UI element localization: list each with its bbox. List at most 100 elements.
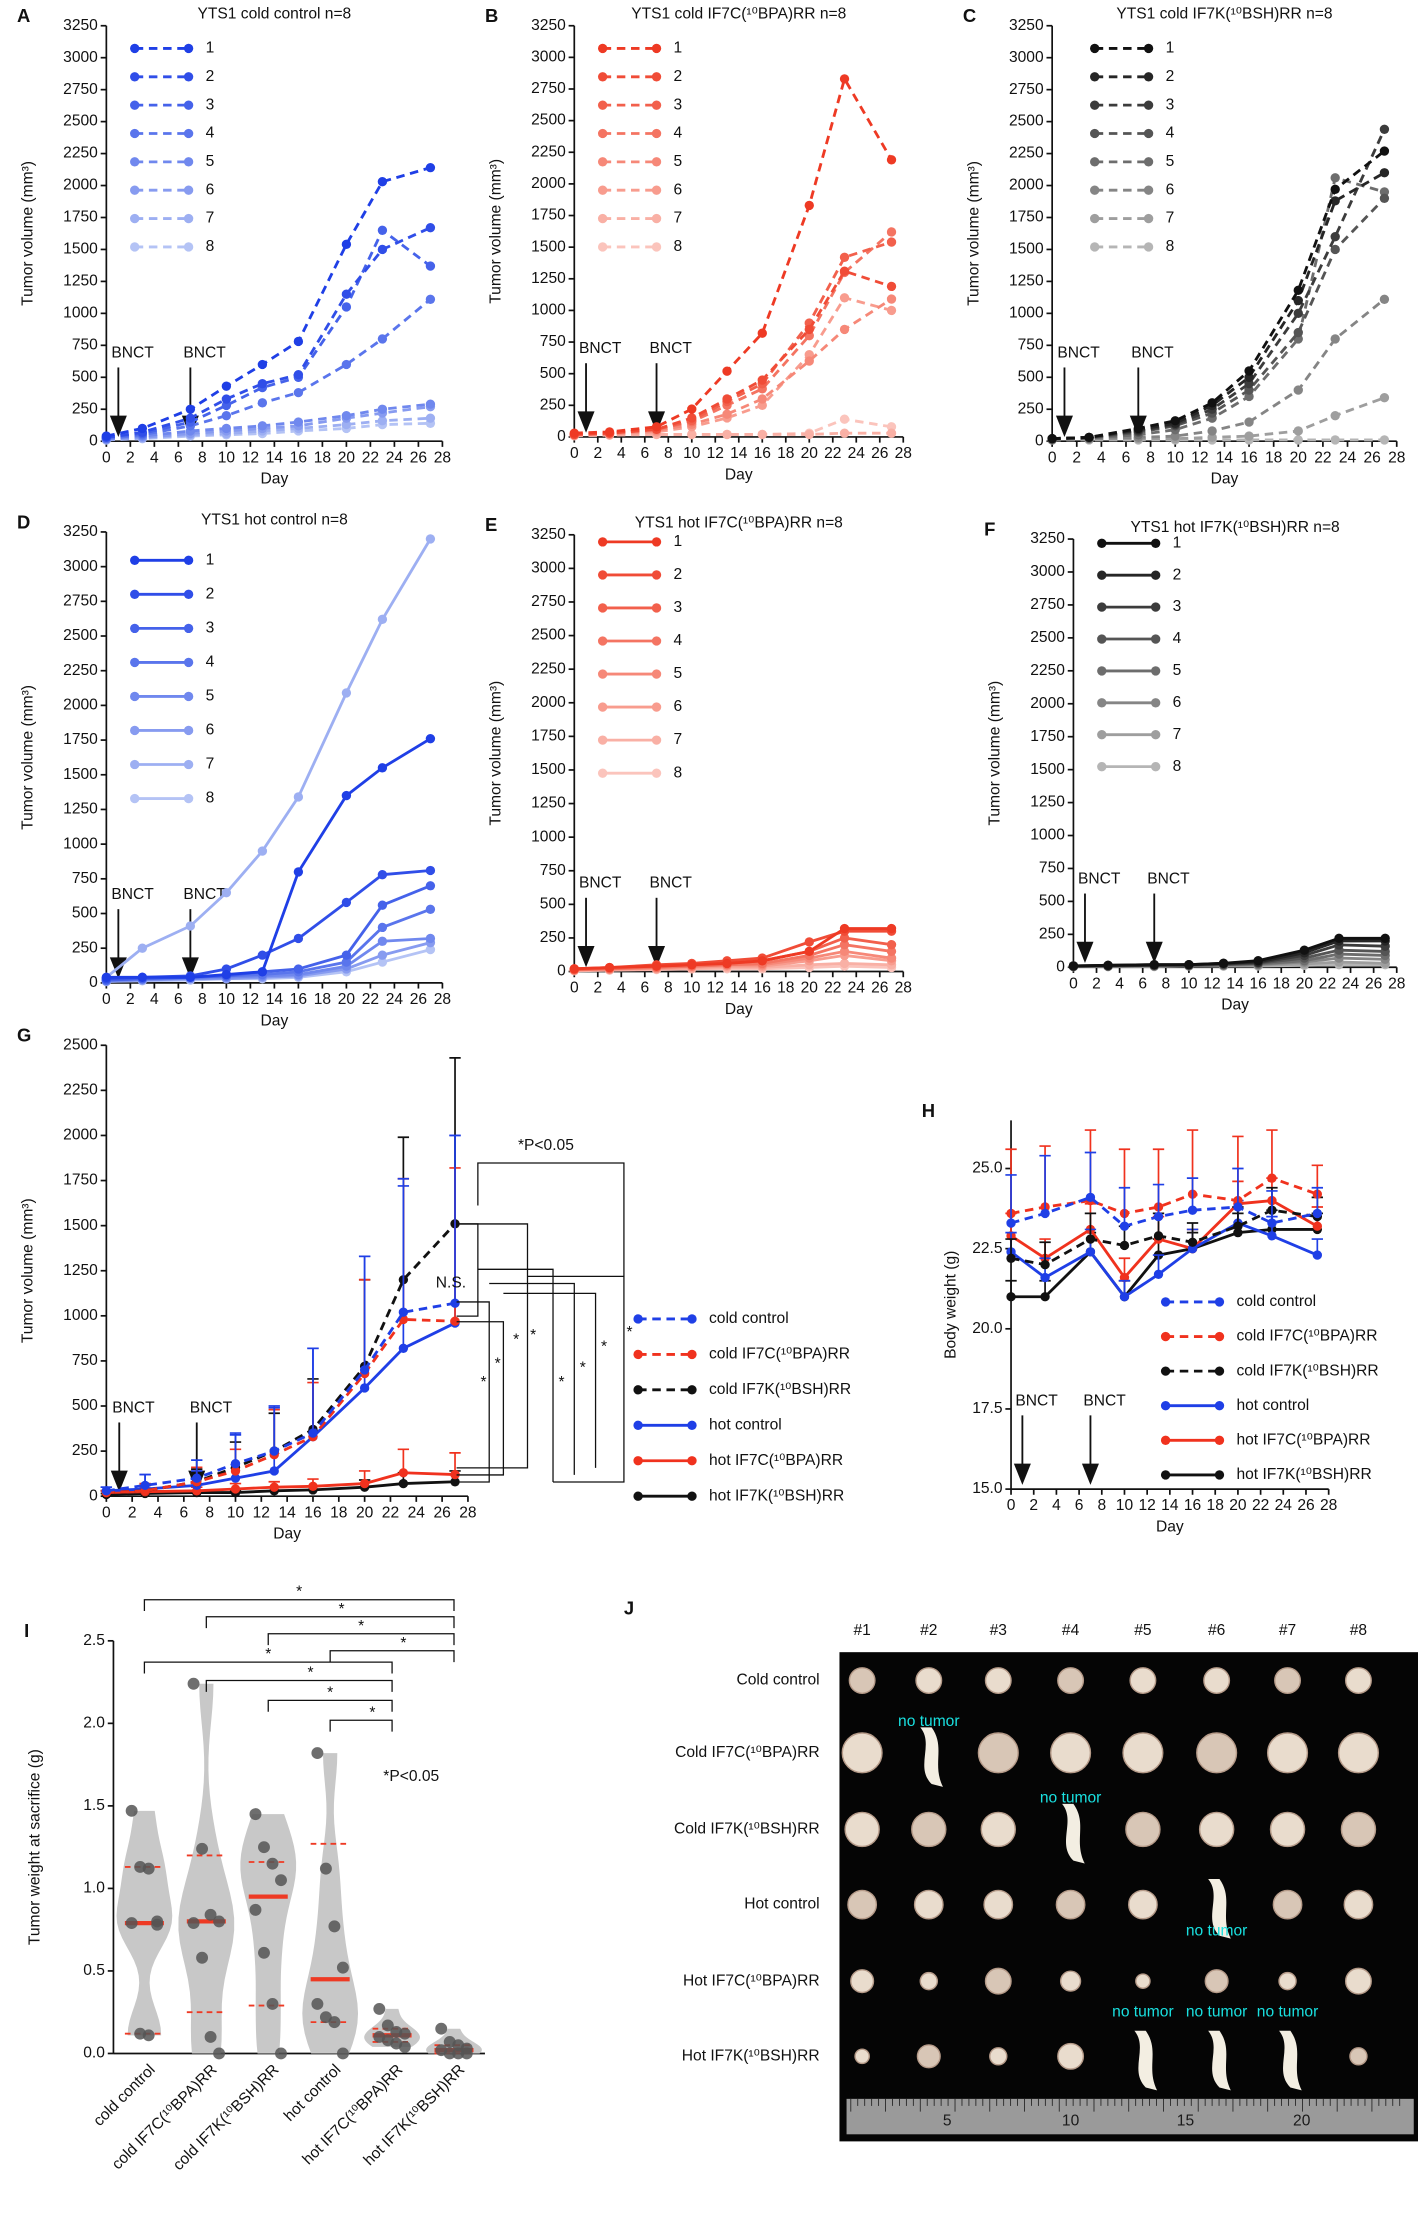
x-tick-label: 6 xyxy=(179,1504,188,1521)
data-point xyxy=(1170,416,1180,426)
error-bar xyxy=(449,1134,461,1304)
legend-marker xyxy=(1097,761,1107,772)
legend-label: 6 xyxy=(1166,181,1175,198)
y-tick-label: 1000 xyxy=(63,835,98,852)
y-tick-label: 2750 xyxy=(531,593,566,610)
y-tick-label: 2000 xyxy=(1009,177,1044,194)
x-axis-label: Day xyxy=(261,1012,289,1029)
data-point xyxy=(328,2016,341,2029)
error-bar xyxy=(1152,1183,1165,1217)
data-point xyxy=(604,427,615,437)
data-point xyxy=(398,2027,411,2040)
error-bar xyxy=(1118,1186,1131,1227)
y-axis-label: Tumor volume (mm³) xyxy=(19,1198,36,1343)
data-point xyxy=(377,244,388,255)
data-point xyxy=(341,688,352,698)
legend-marker xyxy=(183,242,194,252)
data-point xyxy=(359,1478,370,1489)
legend-label: 3 xyxy=(1173,598,1182,615)
data-point xyxy=(687,960,697,970)
panel-label: E xyxy=(485,514,497,535)
column-label: #5 xyxy=(1134,1622,1152,1639)
legend-marker xyxy=(597,702,608,712)
data-point xyxy=(804,200,814,211)
legend-label: 1 xyxy=(206,40,215,57)
x-tick-label: 14 xyxy=(266,449,284,466)
legend-marker xyxy=(597,735,608,745)
data-point xyxy=(450,1469,460,1480)
data-point xyxy=(293,370,304,380)
data-point xyxy=(137,972,148,983)
legend-label: 7 xyxy=(674,210,683,227)
data-point xyxy=(839,414,850,424)
panel-label: J xyxy=(624,1598,634,1619)
significance-bracket xyxy=(456,1301,490,1483)
column-label: #8 xyxy=(1350,1622,1367,1639)
annotation: BNCT xyxy=(579,340,622,357)
data-point xyxy=(196,1842,209,1855)
tumor xyxy=(980,1811,1016,1848)
y-tick-label: 1750 xyxy=(1009,209,1044,226)
x-tick-label: 22 xyxy=(824,445,841,462)
legend-label: 7 xyxy=(1173,726,1182,743)
data-point xyxy=(450,1298,460,1308)
legend-marker xyxy=(597,185,608,195)
legend-marker xyxy=(651,72,662,82)
data-point xyxy=(257,378,268,389)
y-tick-label: 250 xyxy=(1039,925,1065,942)
y-tick-label: 2.5 xyxy=(83,1632,105,1649)
legend-marker xyxy=(1143,100,1154,110)
tumor xyxy=(1196,1732,1238,1774)
row-label: Cold IF7K(¹⁰BSH)RR xyxy=(674,1821,820,1838)
data-point xyxy=(1330,231,1340,242)
tumor xyxy=(850,1969,875,1994)
legend-marker xyxy=(183,128,194,139)
x-tick-label: 18 xyxy=(777,980,794,997)
legend-marker xyxy=(597,100,608,110)
legend-marker xyxy=(1150,730,1161,740)
y-tick-label: 750 xyxy=(1018,336,1044,353)
data-point xyxy=(293,933,304,944)
chart-title: YTS1 hot IF7K(¹⁰BSH)RR n=8 xyxy=(1130,519,1339,536)
data-point xyxy=(1207,398,1217,408)
data-point xyxy=(1379,393,1390,403)
y-tick-label: 750 xyxy=(72,336,98,353)
x-tick-label: 16 xyxy=(290,449,307,466)
data-point xyxy=(140,1480,150,1491)
y-tick-label: 1500 xyxy=(1009,241,1044,258)
data-point xyxy=(1379,193,1390,203)
error-bar xyxy=(1084,1151,1097,1198)
panel-label: B xyxy=(485,5,498,26)
legend-label: 7 xyxy=(206,210,215,227)
data-point xyxy=(722,366,732,376)
y-tick-label: 500 xyxy=(540,895,566,912)
data-point xyxy=(839,252,850,262)
legend-marker xyxy=(651,157,662,167)
x-tick-label: 18 xyxy=(1265,449,1282,466)
x-tick-label: 4 xyxy=(617,445,626,462)
data-point xyxy=(204,1908,217,1921)
x-tick-label: 26 xyxy=(1297,1497,1314,1514)
x-tick-label: 16 xyxy=(1184,1497,1201,1514)
data-point xyxy=(687,404,697,414)
y-tick-label: 2500 xyxy=(63,113,98,130)
legend-label: 8 xyxy=(206,790,215,807)
error-bar xyxy=(397,1177,410,1313)
annotation: BNCT xyxy=(111,886,154,903)
legend-marker xyxy=(597,768,608,778)
annotation: BNCT xyxy=(650,875,693,892)
significance-star: * xyxy=(358,1618,364,1635)
data-point xyxy=(230,1484,241,1494)
y-tick-label: 1000 xyxy=(63,1307,98,1324)
x-tick-label: 8 xyxy=(664,445,673,462)
x-tick-label: 24 xyxy=(386,991,404,1008)
x-tick-label: 14 xyxy=(730,445,748,462)
data-point xyxy=(341,897,352,908)
legend-label: 5 xyxy=(1173,662,1182,679)
y-tick-label: 250 xyxy=(540,929,566,946)
significance-star: * xyxy=(580,1360,586,1377)
y-tick-label: 2000 xyxy=(63,1127,98,1144)
x-tick-label: 0 xyxy=(102,449,111,466)
significance-bracket xyxy=(267,1699,393,1712)
data-point xyxy=(192,1473,202,1483)
